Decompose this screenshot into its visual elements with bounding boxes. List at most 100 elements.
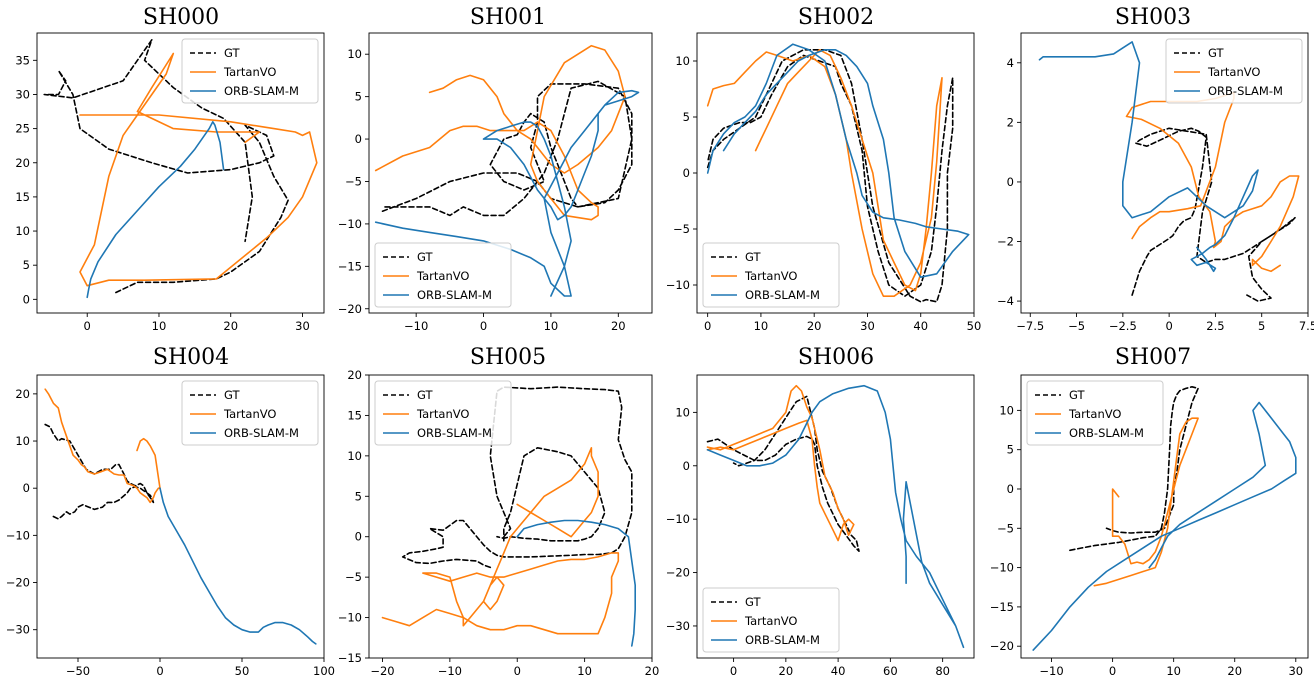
y-tick-label: −4 [997, 294, 1014, 308]
legend: GT TartanVO ORB-SLAM-M [1026, 380, 1164, 446]
subplot-title: SH006 [798, 345, 874, 370]
series-line-tartanvo [706, 384, 855, 542]
y-tick-label: 0 [1007, 482, 1014, 496]
y-tick-label: −5 [997, 521, 1014, 535]
legend-label: TartanVO [223, 407, 276, 421]
x-tick-label: −7.5 [1016, 319, 1044, 333]
legend-label: ORB-SLAM-M [1208, 84, 1283, 98]
subplot-title: SH007 [1115, 345, 1191, 370]
x-tick-label: −2.5 [1109, 319, 1137, 333]
legend: GT TartanVO ORB-SLAM-M [374, 242, 512, 308]
axes-frame [368, 32, 653, 314]
x-tick-label: 0 [480, 319, 487, 333]
x-tick-label: 0 [704, 319, 711, 333]
x-tick-label: 10 [544, 319, 559, 333]
series-line-orb-slam-m [706, 43, 970, 279]
x-tick-label: 0 [1109, 664, 1116, 678]
legend: GT TartanVO ORB-SLAM-M [702, 242, 840, 308]
legend-box [374, 380, 512, 446]
subplot-title: SH000 [143, 5, 219, 30]
x-tick-label: −10 [438, 664, 462, 678]
y-tick-label: 25 [15, 122, 30, 136]
y-tick-label: 35 [15, 53, 30, 67]
legend: GT TartanVO ORB-SLAM-M [181, 38, 319, 104]
series-line-orb-slam-m [1032, 401, 1297, 651]
x-tick-label: 20 [807, 319, 822, 333]
x-tick-label: 30 [295, 319, 310, 333]
legend-label: TartanVO [1207, 65, 1260, 79]
y-tick-label: 0 [683, 166, 690, 180]
x-tick-label: 20 [223, 319, 238, 333]
legend-label: ORB-SLAM-M [745, 288, 820, 302]
x-tick-label: 0 [730, 664, 737, 678]
series-line-tartanvo [1125, 91, 1300, 273]
x-tick-label: 80 [935, 664, 950, 678]
x-tick-label: 60 [883, 664, 898, 678]
x-tick-label: 100 [313, 664, 335, 678]
x-tick-label: 30 [1288, 664, 1303, 678]
x-tick-label: 0 [84, 319, 91, 333]
legend-box [181, 38, 319, 104]
y-tick-label: 10 [675, 405, 690, 419]
legend-label: GT [417, 250, 434, 264]
y-tick-label: 4 [1007, 56, 1014, 70]
subplot-sh001: SH001 −10 0 10 20 −20 −15 −10 −5 0 5 10 GT TartanVO OR… [338, 5, 653, 333]
series-group [706, 43, 970, 303]
legend-label: ORB-SLAM-M [417, 426, 492, 440]
subplot-sh007: SH007 −10 0 10 20 30 −20 −15 −10 −5 0 5 10 GT TartanVO… [990, 345, 1309, 678]
legend-label: GT [745, 595, 762, 609]
x-tick-label: 10 [577, 664, 592, 678]
x-tick-label: 30 [860, 319, 875, 333]
series-line-gt [706, 395, 860, 553]
legend: GT TartanVO ORB-SLAM-M [702, 587, 840, 653]
series-group [381, 386, 637, 647]
legend-label: TartanVO [1068, 407, 1121, 421]
legend-label: TartanVO [744, 269, 797, 283]
x-tick-label: −10 [1039, 664, 1063, 678]
legend-label: GT [745, 250, 762, 264]
legend-label: TartanVO [744, 614, 797, 628]
axes-frame [1020, 32, 1309, 314]
series-line-gt [401, 386, 633, 569]
legend: GT TartanVO ORB-SLAM-M [374, 380, 512, 446]
series-line-gt [43, 38, 289, 294]
series-group [1032, 385, 1297, 651]
legend-label: TartanVO [416, 269, 469, 283]
legend-box [374, 242, 512, 308]
legend-label: ORB-SLAM-M [224, 84, 299, 98]
x-tick-label: 20 [779, 664, 794, 678]
subplot-title: SH003 [1115, 5, 1191, 30]
y-tick-label: −30 [6, 623, 30, 637]
x-tick-label: 20 [645, 664, 660, 678]
x-tick-label: 10 [1166, 664, 1181, 678]
legend-box [702, 587, 840, 653]
y-tick-label: 5 [1007, 443, 1014, 457]
axes-frame [1020, 374, 1309, 659]
y-tick-label: 30 [15, 87, 30, 101]
y-tick-label: 5 [23, 258, 30, 272]
legend-label: ORB-SLAM-M [417, 288, 492, 302]
legend-label: GT [224, 46, 241, 60]
x-tick-label: 10 [754, 319, 769, 333]
series-group [374, 44, 640, 297]
y-tick-label: 5 [683, 110, 690, 124]
y-tick-label: 10 [15, 434, 30, 448]
legend-label: GT [224, 388, 241, 402]
series-line-orb-slam-m [516, 519, 637, 647]
legend-label: TartanVO [416, 407, 469, 421]
subplot-title: SH001 [470, 5, 546, 30]
series-line-gt [1131, 127, 1296, 302]
x-tick-label: 40 [913, 319, 928, 333]
x-tick-label: 50 [235, 664, 250, 678]
x-tick-label: −50 [66, 664, 90, 678]
legend: GT TartanVO ORB-SLAM-M [1165, 38, 1303, 104]
series-line-tartanvo [1093, 417, 1199, 587]
y-tick-label: 10 [675, 54, 690, 68]
y-tick-label: 0 [683, 459, 690, 473]
y-tick-label: 10 [999, 403, 1014, 417]
series-line-orb-slam-m [86, 121, 225, 299]
legend-label: GT [1208, 46, 1225, 60]
y-tick-label: −20 [338, 302, 362, 316]
subplot-sh003: SH003 −7.5 −5 −2.5 0 2.5 5 7.5 −4 −2 0 2 4 GT TartanVO… [997, 5, 1314, 333]
